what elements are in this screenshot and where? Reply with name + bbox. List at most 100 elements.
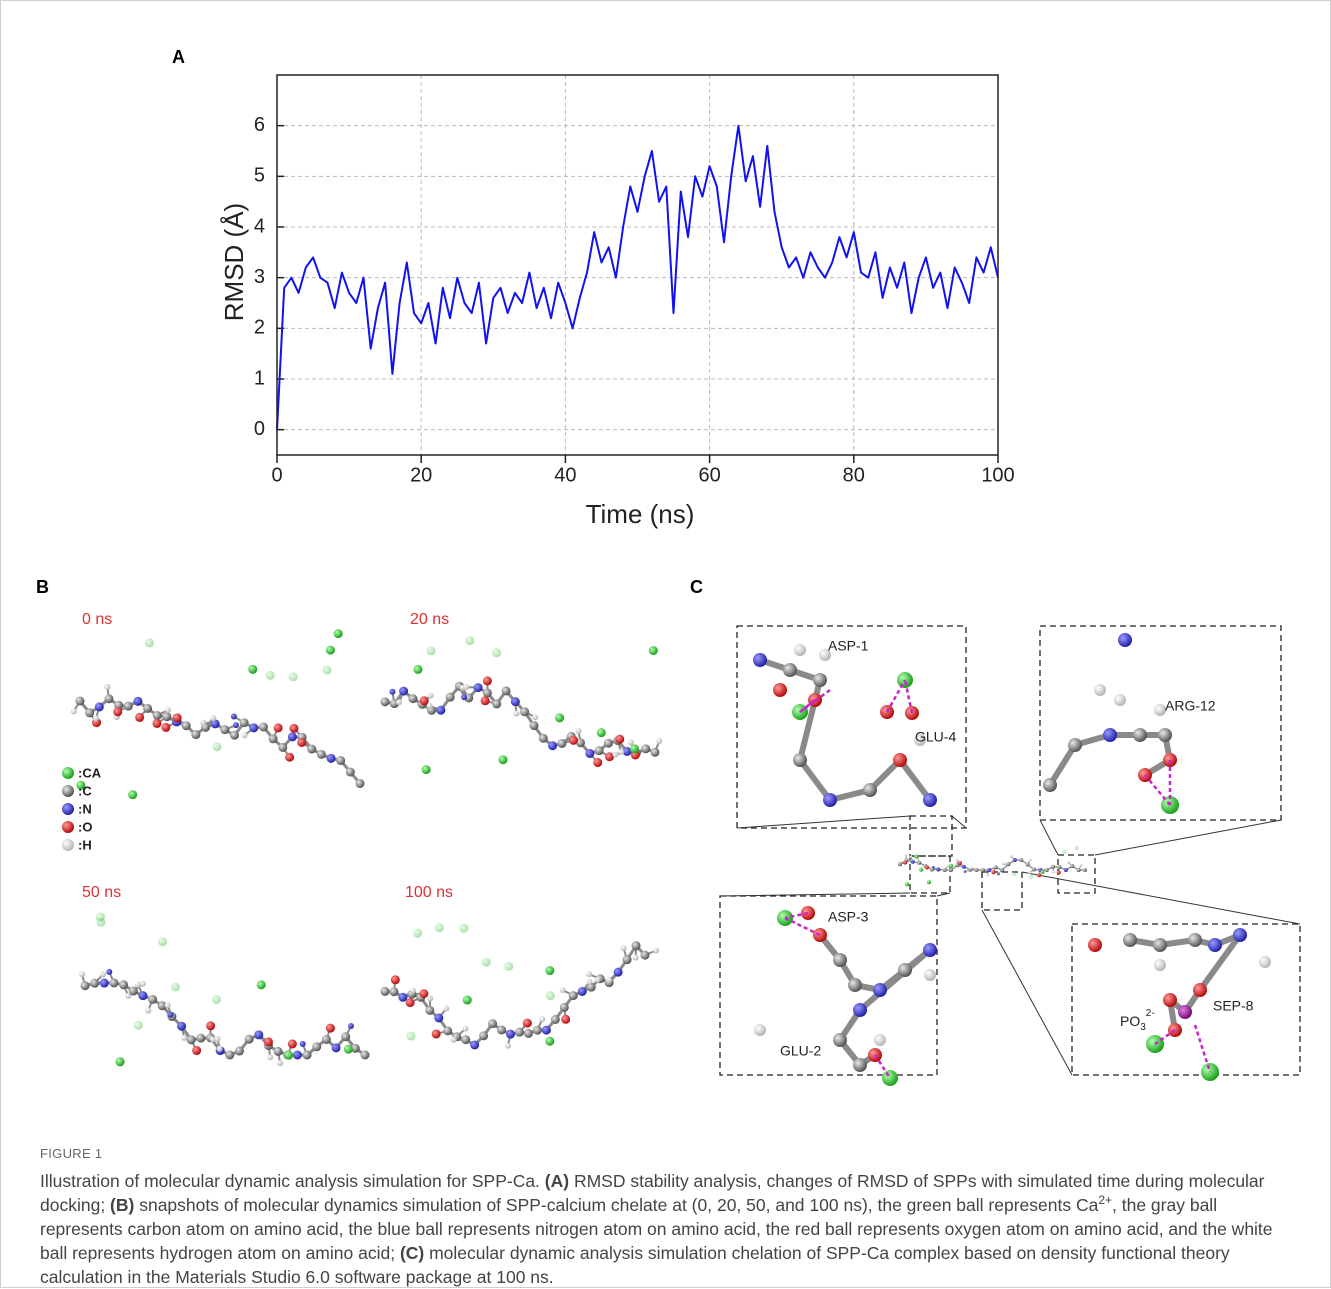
atom [956, 858, 959, 861]
atom [297, 738, 306, 747]
atom [148, 995, 157, 1004]
atom [595, 746, 604, 755]
atom [618, 749, 624, 755]
source-box [982, 872, 1022, 910]
atom [823, 793, 837, 807]
atom [266, 671, 275, 680]
atom [905, 854, 908, 857]
y-tick-label: 4 [254, 215, 265, 237]
atom [62, 803, 74, 815]
atom [986, 874, 989, 877]
atom [551, 1015, 560, 1024]
atom [515, 1028, 524, 1037]
atom [217, 1046, 223, 1052]
phosphate-label: PO32- [1120, 1008, 1155, 1033]
atom [483, 688, 492, 697]
atom [532, 714, 538, 720]
atom [1070, 864, 1074, 868]
y-tick-label: 6 [254, 114, 265, 136]
atom [569, 736, 578, 745]
atom [1163, 993, 1177, 1007]
atom [502, 686, 511, 695]
panel-label: C [690, 577, 703, 597]
atom [356, 779, 365, 788]
caption: FIGURE 1 Illustration of molecular dynam… [40, 1146, 1300, 1289]
atom [628, 739, 634, 745]
atom [109, 978, 118, 987]
x-tick-label: 20 [410, 464, 432, 486]
atom [289, 724, 298, 733]
connector [1040, 820, 1058, 855]
atom [428, 693, 434, 699]
atom [964, 870, 967, 873]
atom [594, 977, 600, 983]
atom [927, 880, 931, 884]
atom [533, 1026, 542, 1035]
atom [128, 790, 137, 799]
atom [848, 978, 862, 992]
atom [116, 1057, 125, 1066]
atom [307, 745, 316, 754]
atom [1026, 862, 1030, 866]
atom [277, 1060, 283, 1066]
atom [981, 868, 985, 872]
atom [606, 977, 612, 983]
phosphate-base: PO [1120, 1013, 1140, 1029]
caption-bold: (A) [545, 1171, 569, 1191]
atom [898, 862, 902, 866]
atom [561, 1015, 570, 1024]
atom [893, 753, 907, 767]
atom [911, 860, 915, 864]
molecules [62, 629, 1271, 1086]
atom [461, 694, 467, 700]
atom [332, 1043, 341, 1052]
atom [488, 1019, 497, 1028]
residue-label: GLU-2 [780, 1043, 821, 1059]
atom [71, 708, 77, 714]
atom [651, 748, 660, 757]
atom [905, 882, 909, 886]
connector [952, 816, 966, 828]
atom [605, 752, 614, 761]
legend-label: :H [78, 837, 92, 852]
residue-label: ARG-12 [1165, 698, 1216, 714]
atom [555, 713, 564, 722]
atom [923, 793, 937, 807]
caption-text: Illustration of molecular dynamic analys… [40, 1169, 1300, 1289]
atom [511, 697, 520, 706]
atom [1043, 778, 1057, 792]
atom [451, 1037, 457, 1043]
atom [100, 971, 106, 977]
atom [62, 839, 74, 851]
atom [1103, 728, 1117, 742]
atom [1051, 865, 1055, 869]
atom [443, 1006, 449, 1012]
residue-label: ASP-3 [828, 909, 869, 925]
atom [1057, 865, 1061, 869]
atom [1067, 861, 1070, 864]
panel-label: B [36, 577, 49, 597]
connector [982, 910, 1072, 1075]
atom [753, 653, 767, 667]
atom [327, 754, 336, 763]
atom [443, 1026, 452, 1035]
atom [585, 749, 594, 758]
atom [630, 744, 639, 753]
atom [459, 924, 468, 933]
atom [523, 1019, 532, 1028]
snapshot-time: 20 ns [410, 611, 449, 628]
atom [560, 987, 566, 993]
atom [165, 707, 171, 713]
atom [96, 913, 105, 922]
atom [181, 1035, 187, 1041]
atom [505, 1043, 511, 1049]
legend-label: :N [78, 801, 92, 816]
residue-label: GLU-4 [915, 729, 956, 745]
atom [413, 665, 422, 674]
atom [200, 720, 206, 726]
atom [406, 998, 415, 1007]
atom [210, 715, 216, 721]
atom [90, 979, 99, 988]
atom [463, 1026, 469, 1032]
